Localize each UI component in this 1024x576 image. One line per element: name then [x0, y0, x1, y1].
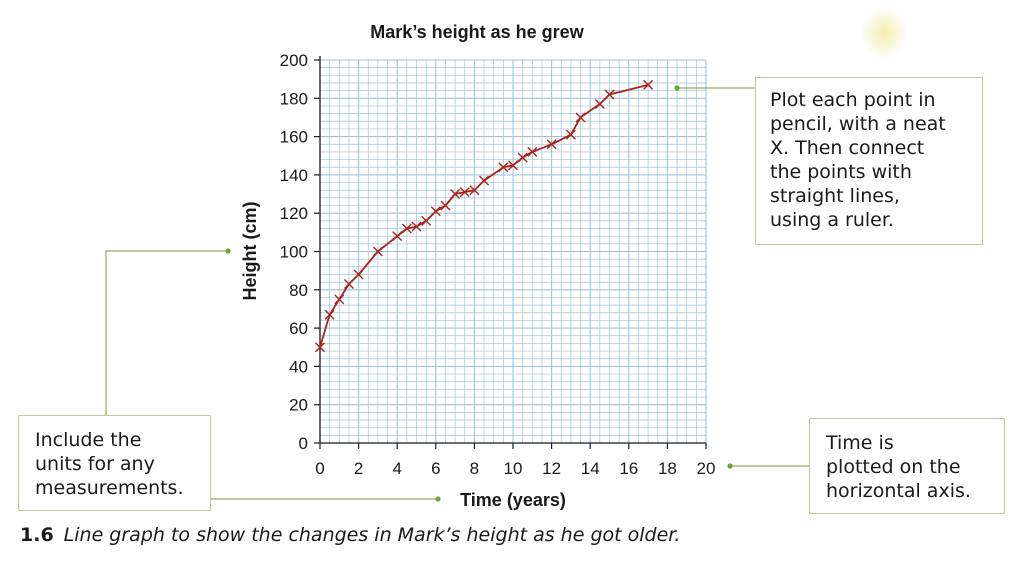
marker-stroke	[508, 160, 518, 171]
marker-stroke	[594, 99, 605, 110]
data-point-marker	[421, 215, 432, 226]
data-point-marker	[440, 200, 451, 211]
y-tick-label: 160	[280, 128, 308, 147]
y-tick-label: 0	[299, 434, 308, 453]
figure-number: 1.6	[20, 524, 54, 546]
data-point-marker	[575, 112, 586, 123]
x-tick-label: 6	[431, 459, 440, 478]
data-point-marker	[546, 139, 557, 150]
data-point-marker	[604, 89, 615, 100]
units-callout-leader-upper-dot	[225, 248, 231, 254]
y-tick-label: 80	[289, 281, 308, 300]
marker-stroke	[343, 279, 354, 290]
units-callout-leader-upper	[105, 250, 228, 415]
marker-stroke	[430, 206, 441, 217]
data-point-marker	[334, 294, 345, 305]
data-point-marker	[498, 162, 509, 173]
chart-ticks: 0 20 40 60 80 100 120 140 160 180 200 0 2 4 6 8 10 12 14 16…	[280, 51, 716, 478]
data-point-marker	[508, 160, 518, 171]
marker-stroke	[643, 79, 654, 90]
data-point-marker	[643, 79, 654, 90]
data-point-marker	[353, 269, 364, 280]
y-tick-label: 180	[280, 89, 308, 108]
marker-stroke	[324, 309, 335, 320]
units-callout-leader-lower-dot	[435, 496, 441, 502]
marker-stroke	[334, 294, 345, 305]
x-tick-label: 16	[619, 459, 638, 478]
marker-stroke	[575, 112, 586, 123]
figure-caption-text: Line graph to show the changes in Mark’s…	[63, 524, 681, 546]
callout-connectors	[105, 85, 809, 502]
x-tick-label: 12	[542, 459, 561, 478]
data-point-marker	[450, 189, 461, 200]
data-point-marker	[565, 129, 576, 140]
data-point-marker	[411, 221, 422, 232]
data-point-marker	[343, 279, 354, 290]
y-tick-label: 20	[289, 396, 308, 415]
y-axis-label: Height (cm)	[240, 201, 260, 300]
plot-callout-leader-dot	[674, 85, 680, 91]
x-tick-label: 20	[697, 459, 716, 478]
data-point-marker	[594, 99, 605, 110]
data-point-marker	[372, 246, 383, 257]
time-axis-callout: Time is plotted on the horizontal axis.	[809, 418, 1005, 514]
chart-series	[315, 79, 654, 353]
figure-caption: 1.6 Line graph to show the changes in Mar…	[20, 524, 680, 546]
marker-stroke	[565, 129, 576, 140]
marker-stroke	[604, 89, 615, 100]
paper-smudge	[862, 8, 906, 58]
y-tick-label: 60	[289, 319, 308, 338]
chart-grid	[319, 59, 707, 444]
marker-stroke	[459, 187, 470, 198]
marker-stroke	[392, 231, 403, 242]
data-point-marker	[430, 206, 441, 217]
y-tick-label: 100	[280, 243, 308, 262]
marker-stroke	[517, 152, 528, 163]
y-tick-label: 40	[289, 357, 308, 376]
plot-instructions-callout: Plot each point in pencil, with a neat X…	[755, 77, 983, 245]
x-tick-label: 14	[581, 459, 600, 478]
data-point-marker	[469, 185, 480, 196]
x-tick-label: 0	[315, 459, 324, 478]
marker-stroke	[315, 342, 325, 353]
data-point-marker	[324, 309, 335, 320]
marker-stroke	[411, 221, 422, 232]
data-point-marker	[401, 223, 412, 234]
data-point-marker	[459, 187, 470, 198]
data-point-marker	[479, 175, 490, 186]
chart-title: Mark’s height as he grew	[370, 22, 584, 42]
x-tick-label: 4	[392, 459, 401, 478]
x-tick-label: 2	[354, 459, 363, 478]
x-axis-label: Time (years)	[460, 490, 566, 510]
data-point-marker	[527, 146, 538, 157]
y-tick-label: 140	[280, 166, 308, 185]
x-tick-label: 18	[658, 459, 677, 478]
marker-stroke	[401, 223, 412, 234]
y-tick-label: 200	[280, 51, 308, 70]
marker-stroke	[440, 200, 451, 211]
x-tick-label: 10	[504, 459, 523, 478]
y-tick-label: 120	[280, 204, 308, 223]
marker-stroke	[546, 139, 557, 150]
marker-stroke	[469, 185, 480, 196]
time-callout-leader-dot	[727, 463, 733, 469]
x-tick-label: 8	[470, 459, 479, 478]
data-point-marker	[315, 342, 325, 353]
marker-stroke	[498, 162, 509, 173]
marker-stroke	[353, 269, 364, 280]
data-point-marker	[392, 231, 403, 242]
marker-stroke	[450, 189, 461, 200]
marker-stroke	[421, 215, 432, 226]
data-point-marker	[517, 152, 528, 163]
units-callout: Include the units for any measurements.	[18, 415, 211, 511]
marker-stroke	[479, 175, 490, 186]
marker-stroke	[372, 246, 383, 257]
marker-stroke	[527, 146, 538, 157]
